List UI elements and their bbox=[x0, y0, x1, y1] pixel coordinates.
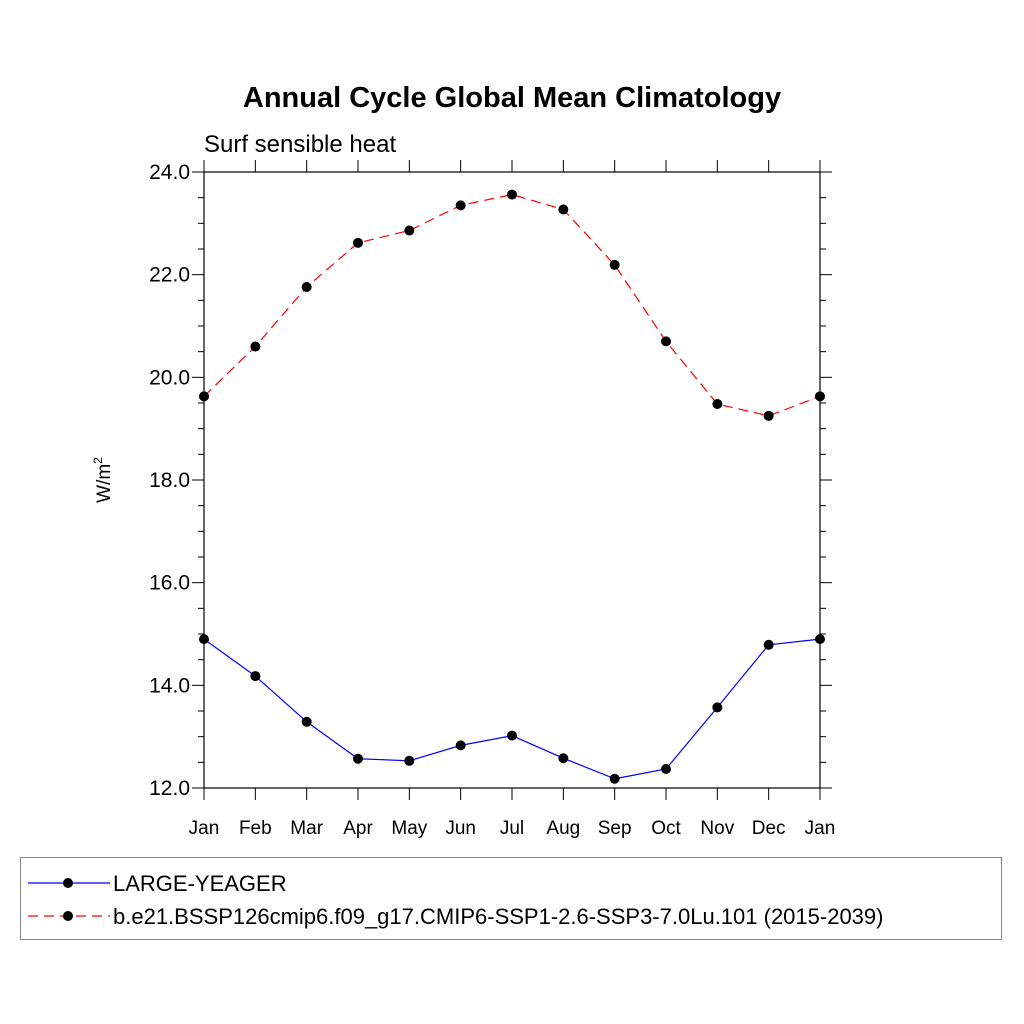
data-point bbox=[250, 341, 261, 352]
x-tick-label: Jan bbox=[805, 818, 836, 839]
y-tick-label: 16.0 bbox=[149, 572, 190, 595]
data-point bbox=[815, 634, 825, 645]
y-tick-label: 12.0 bbox=[149, 777, 190, 800]
data-point bbox=[558, 753, 569, 764]
data-point bbox=[301, 716, 312, 727]
chart-subtitle: Surf sensible heat bbox=[204, 131, 396, 158]
data-point bbox=[250, 671, 261, 682]
x-tick-label: Apr bbox=[343, 818, 373, 839]
y-axis-label-superscript: 2 bbox=[91, 457, 105, 464]
y-axis-label: W/m2 bbox=[91, 457, 115, 503]
data-point bbox=[763, 410, 774, 421]
x-tick-label: Oct bbox=[651, 818, 681, 839]
data-point bbox=[609, 259, 620, 270]
series-line-1 bbox=[203, 638, 821, 780]
data-point bbox=[404, 225, 415, 236]
data-point bbox=[712, 702, 723, 713]
data-point bbox=[712, 399, 723, 410]
x-tick-label: Mar bbox=[290, 818, 323, 839]
chart-title: Annual Cycle Global Mean Climatology bbox=[243, 82, 781, 114]
data-point bbox=[661, 336, 671, 347]
x-tick-label: Sep bbox=[598, 818, 632, 839]
data-point bbox=[609, 773, 620, 784]
data-point bbox=[661, 764, 671, 775]
data-point bbox=[199, 391, 209, 402]
data-point bbox=[507, 189, 517, 200]
data-point bbox=[199, 634, 209, 645]
series-line-2 bbox=[203, 193, 821, 417]
data-point bbox=[455, 740, 466, 751]
legend bbox=[20, 857, 1002, 940]
x-tick-label: Dec bbox=[752, 818, 786, 839]
x-tick-label: Jun bbox=[445, 818, 476, 839]
x-tick-label: Jan bbox=[189, 818, 220, 839]
y-tick-label: 20.0 bbox=[149, 366, 190, 389]
y-tick-label: 22.0 bbox=[149, 264, 190, 287]
data-point bbox=[455, 200, 466, 211]
data-point bbox=[301, 281, 312, 292]
data-point bbox=[763, 639, 774, 650]
data-point bbox=[815, 391, 825, 402]
data-point bbox=[353, 753, 363, 764]
x-tick-label: Feb bbox=[239, 818, 272, 839]
data-point bbox=[404, 755, 415, 766]
y-tick-label: 18.0 bbox=[149, 469, 190, 492]
x-tick-label: May bbox=[391, 818, 427, 839]
data-point bbox=[558, 204, 569, 215]
x-tick-label: Nov bbox=[700, 818, 734, 839]
y-tick-label: 24.0 bbox=[149, 161, 190, 184]
x-tick-label: Jul bbox=[500, 818, 524, 839]
x-tick-label: Aug bbox=[546, 818, 580, 839]
data-point bbox=[507, 730, 517, 741]
y-tick-label: 14.0 bbox=[149, 674, 190, 697]
data-point bbox=[353, 237, 363, 248]
